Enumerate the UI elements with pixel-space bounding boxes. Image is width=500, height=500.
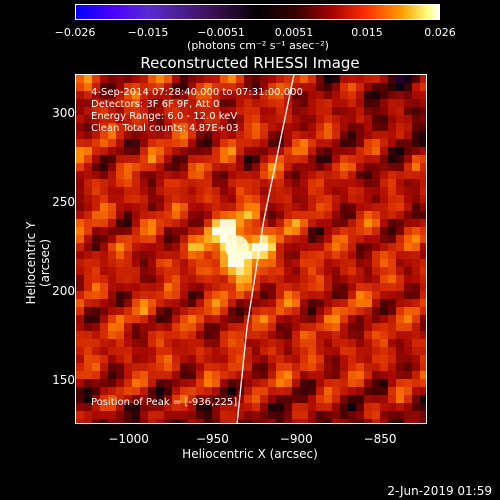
y-tick-label: 200	[52, 283, 75, 298]
x-tick-label: −900	[279, 432, 313, 446]
y-axis-label: Heliocentric Y (arcsec)	[24, 221, 52, 305]
colorbar-tick-label: −0.015	[127, 26, 169, 39]
y-tick-label: 250	[52, 194, 75, 209]
image-plot: 4-Sep-2014 07:28:40.000 to 07:31:00.000 …	[75, 74, 427, 424]
y-tick-label: 150	[52, 372, 75, 387]
colorbar	[75, 4, 440, 20]
image-title: Reconstructed RHESSI Image	[140, 54, 360, 72]
colorbar-tick-label: 0.026	[424, 26, 456, 39]
colorbar-units: (photons cm⁻² s⁻¹ asec⁻²)	[187, 39, 329, 52]
flare-peak	[224, 235, 249, 260]
colorbar-tick-label: 0.015	[351, 26, 383, 39]
colorbar-tick-label: −0.0051	[197, 26, 245, 39]
x-axis-label: Heliocentric X (arcsec)	[182, 447, 318, 461]
x-tick-label: −950	[195, 432, 229, 446]
x-tick-label: −850	[363, 432, 397, 446]
info-peak-position: Position of Peak = [-936,225]	[91, 397, 238, 408]
x-tick-label: −1000	[108, 432, 149, 446]
info-clean: Clean Total counts: 4.87E+03	[91, 123, 239, 134]
heatmap	[76, 75, 426, 423]
colorbar-tick-label: 0.0051	[274, 26, 314, 39]
colorbar-tick-label: −0.026	[54, 26, 96, 39]
info-detectors: Detectors: 3F 6F 9F, Att 0	[91, 99, 220, 110]
timestamp: 2-Jun-2019 01:59	[387, 484, 492, 498]
info-energy: Energy Range: 6.0 - 12.0 keV	[91, 111, 238, 122]
info-time-range: 4-Sep-2014 07:28:40.000 to 07:31:00.000	[91, 87, 303, 98]
y-tick-label: 300	[52, 106, 75, 121]
solar-limb-line	[236, 75, 295, 423]
